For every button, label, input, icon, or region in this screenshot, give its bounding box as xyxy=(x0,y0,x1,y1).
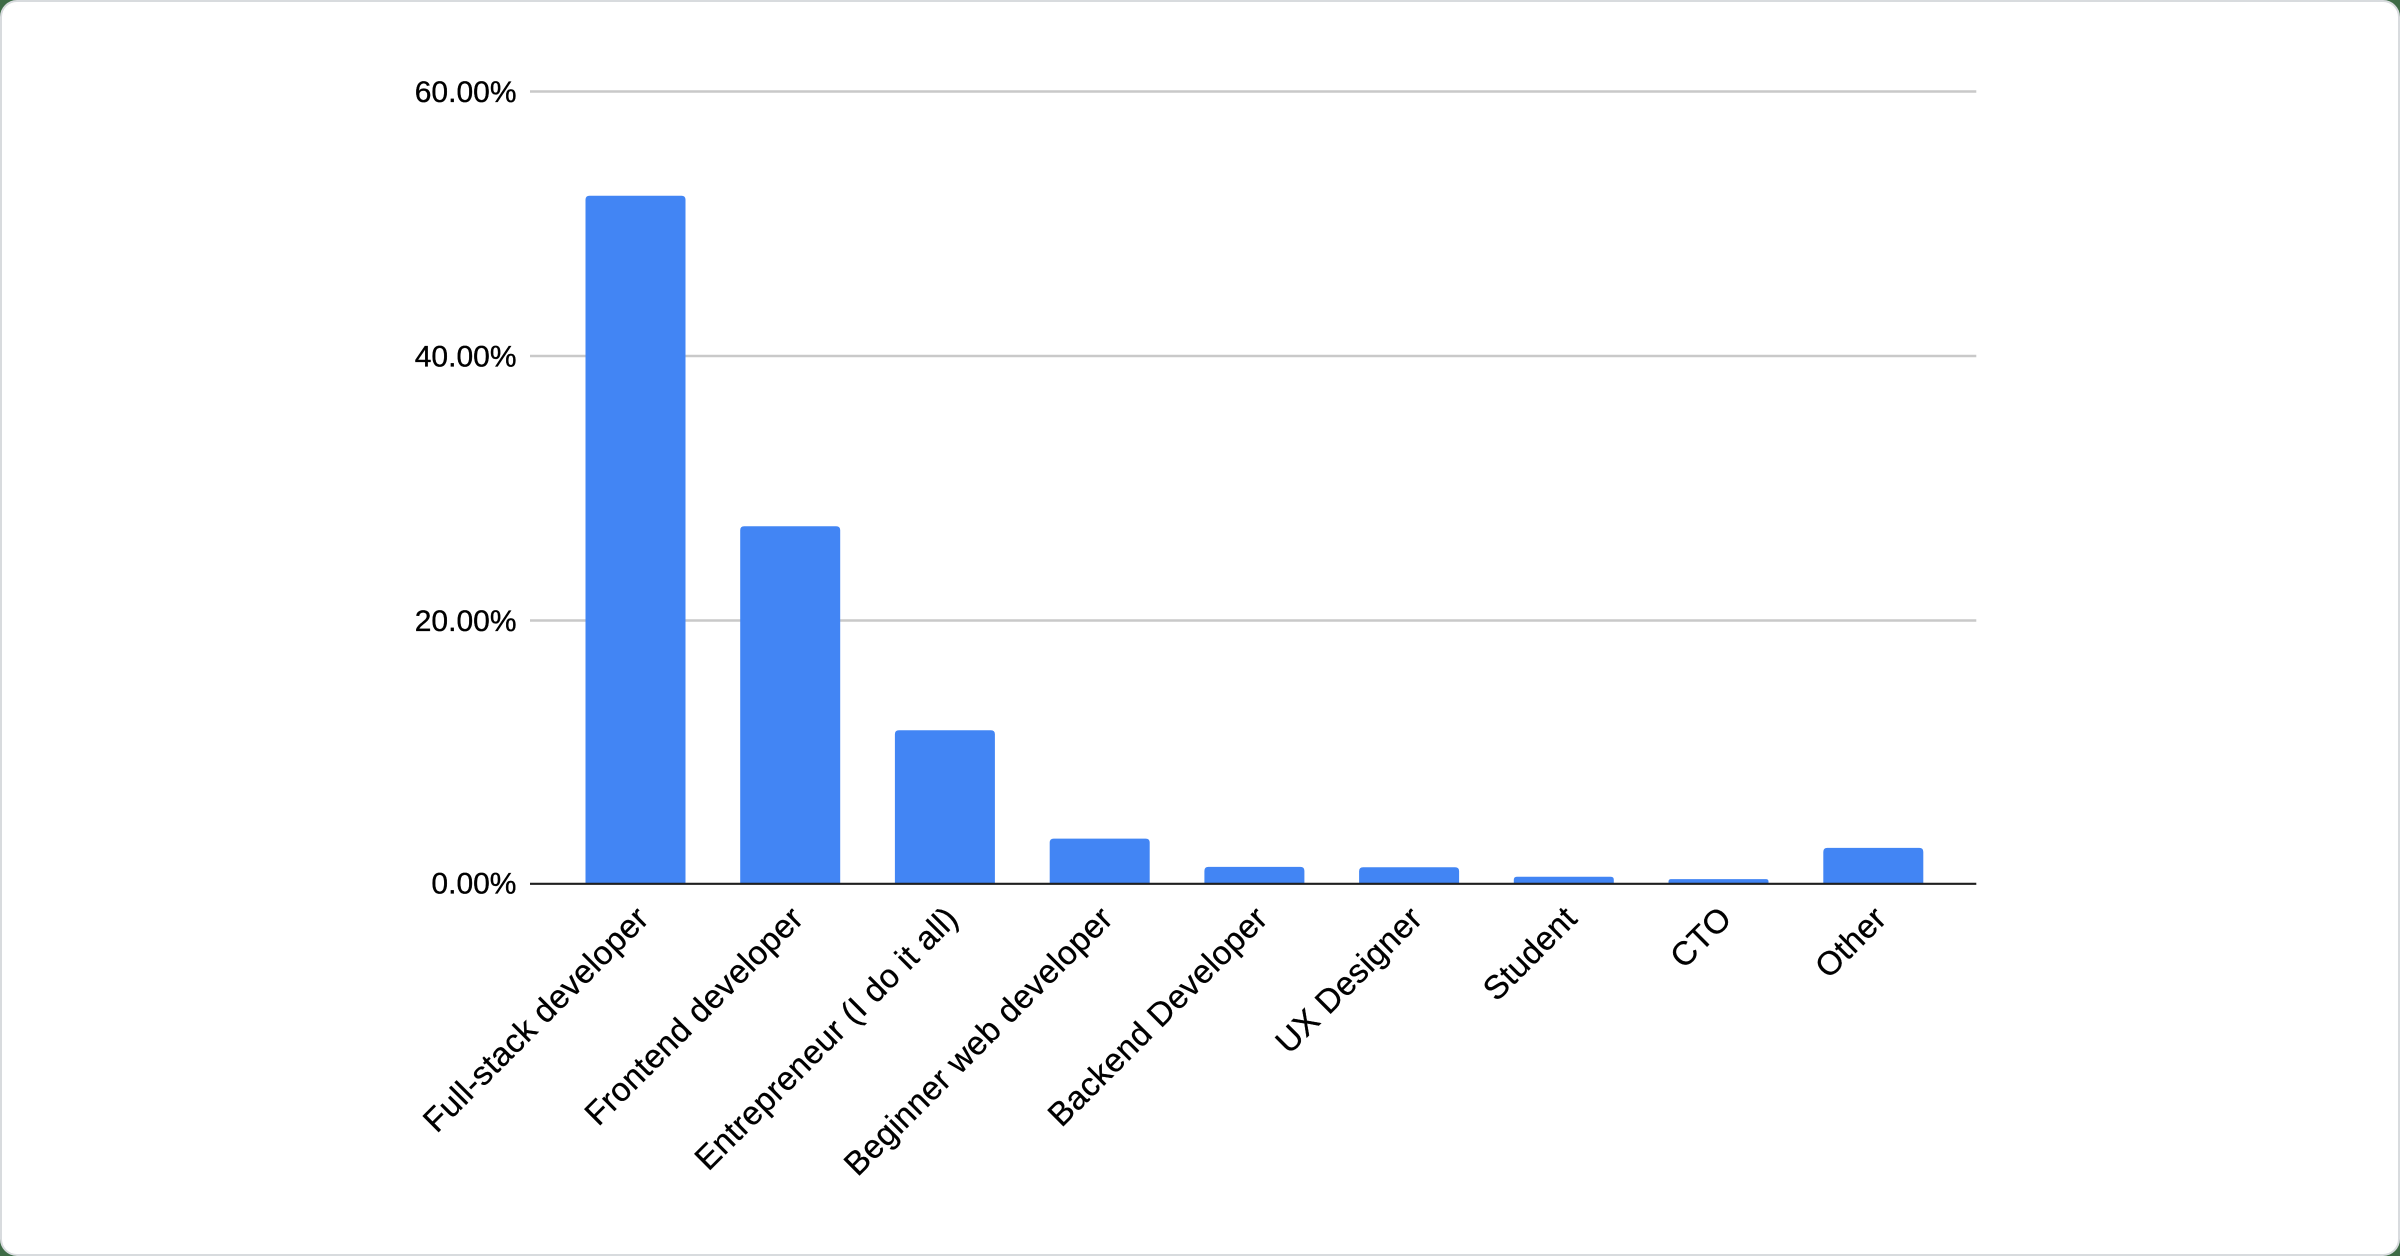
svg-text:40.00%: 40.00% xyxy=(415,341,517,374)
svg-text:0.00%: 0.00% xyxy=(431,867,516,900)
svg-text:20.00%: 20.00% xyxy=(415,605,517,638)
svg-text:60.00%: 60.00% xyxy=(415,76,517,109)
